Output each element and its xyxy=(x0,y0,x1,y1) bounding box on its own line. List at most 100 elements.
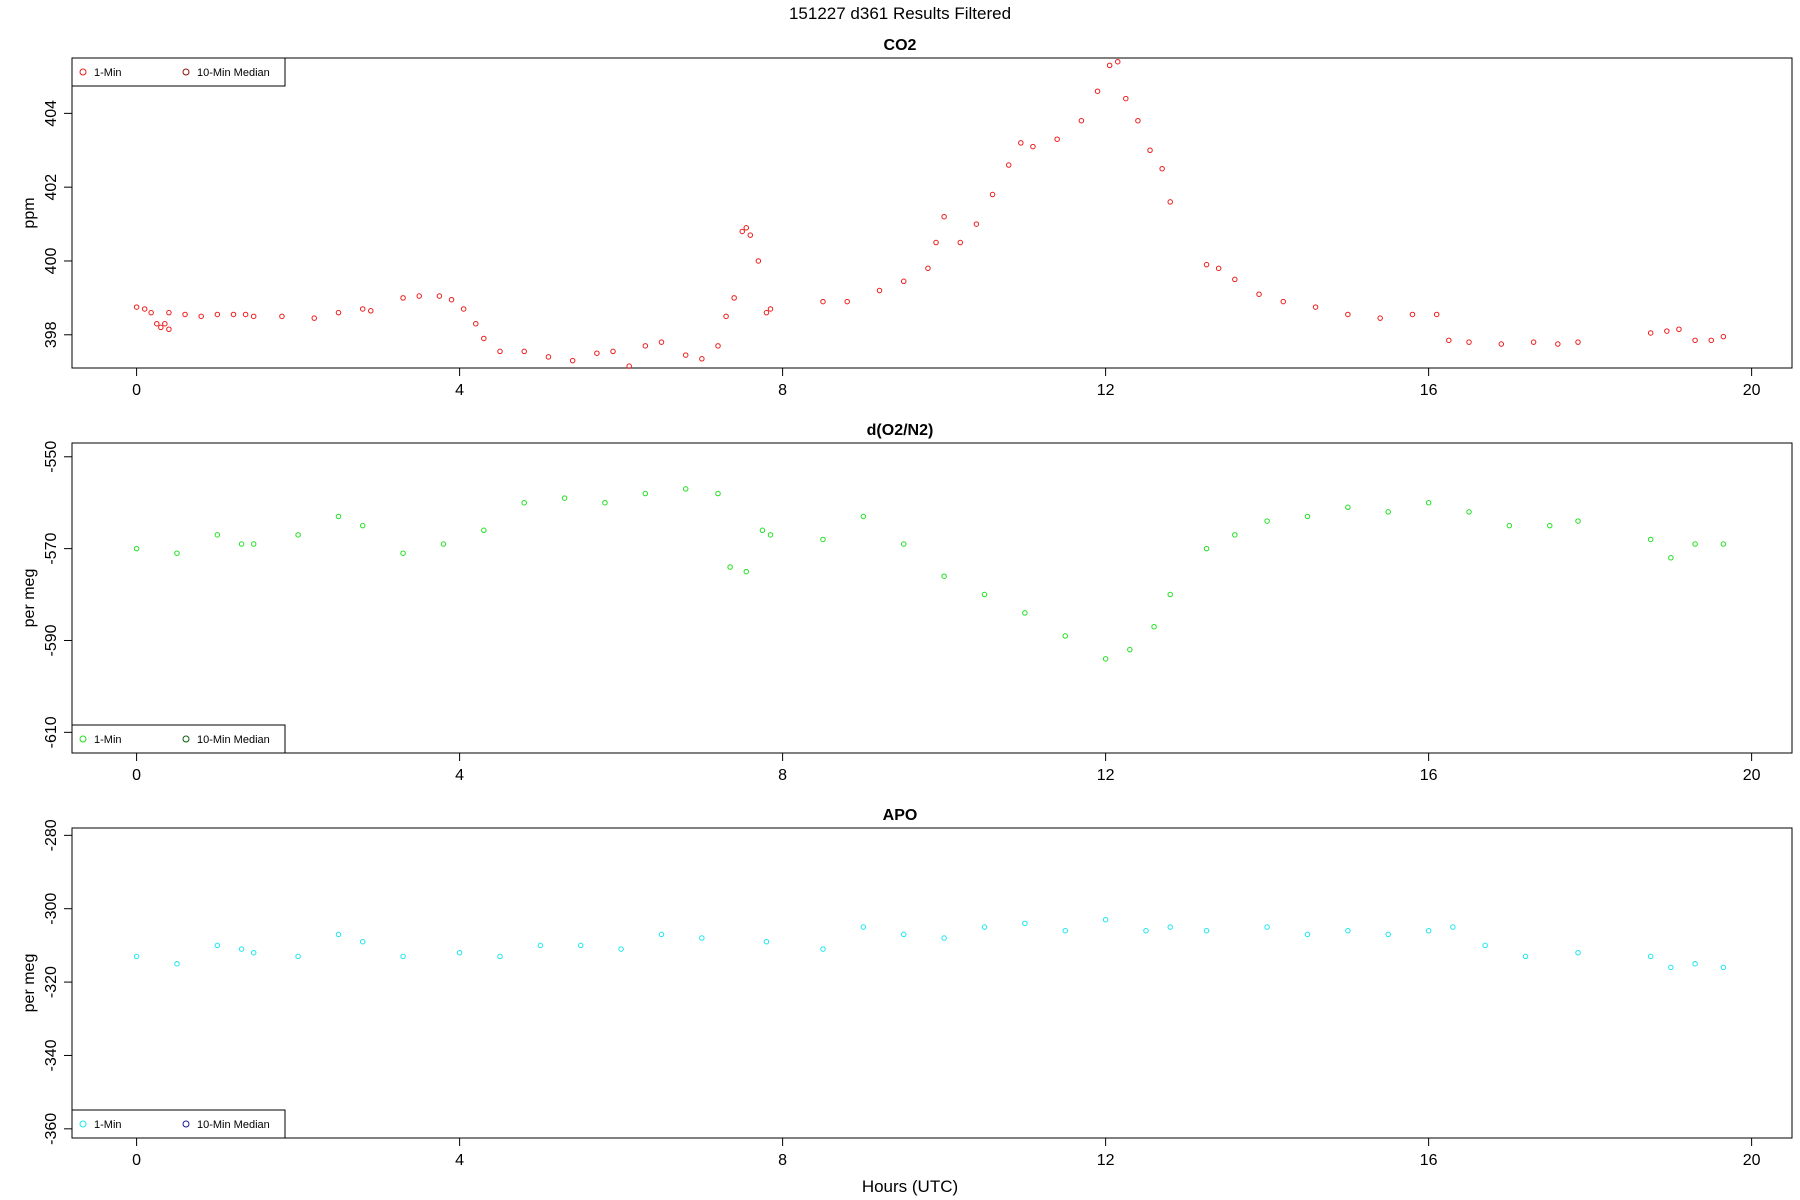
point-co2-0-74 xyxy=(1312,304,1319,310)
point-co2-0-58 xyxy=(1030,143,1036,150)
point-co2-0-45 xyxy=(767,306,774,312)
point-co2-0-24 xyxy=(473,320,479,327)
point-co2-0-67 xyxy=(1159,165,1165,172)
point-o2n2-0-14 xyxy=(642,490,649,497)
point-co2-0-26 xyxy=(497,348,503,355)
point-apo-0-9 xyxy=(456,949,463,956)
legend-marker-median-co2 xyxy=(182,68,190,76)
point-o2n2-0-20 xyxy=(767,532,774,538)
point-apo-0-29 xyxy=(1304,931,1311,938)
point-co2-0-19 xyxy=(400,295,406,301)
point-apo-0-19 xyxy=(900,931,907,938)
point-co2-0-14 xyxy=(279,313,285,320)
point-co2-0-46 xyxy=(820,298,826,305)
y-tick-label-o2n2-0: -550 xyxy=(43,441,60,473)
point-co2-0-42 xyxy=(747,232,754,238)
legend-label-1min-o2n2: 1-Min xyxy=(94,734,122,746)
point-apo-0-23 xyxy=(1062,927,1068,934)
point-apo-0-37 xyxy=(1647,953,1654,960)
point-o2n2-0-28 xyxy=(1102,656,1109,662)
point-co2-0-32 xyxy=(626,363,632,369)
data-points-apo xyxy=(133,916,1727,971)
point-o2n2-0-39 xyxy=(1466,509,1472,515)
y-axis-label-apo: per meg xyxy=(21,954,38,1013)
point-co2-0-57 xyxy=(1018,140,1024,146)
legend-o2n2: 1-Min 10-Min Median xyxy=(71,724,286,754)
point-co2-0-1 xyxy=(141,306,148,312)
y-tick-label-co2-0: 398 xyxy=(43,321,60,348)
point-o2n2-0-13 xyxy=(602,499,608,506)
point-co2-0-90 xyxy=(1720,333,1727,340)
point-o2n2-0-0 xyxy=(133,545,140,552)
data-points-o2n2 xyxy=(133,486,1727,662)
y-tick-label-co2-2: 402 xyxy=(43,174,60,201)
point-co2-0-4 xyxy=(158,324,164,331)
x-tick-label-o2n2-1: 4 xyxy=(455,767,464,784)
point-apo-0-35 xyxy=(1522,953,1529,960)
point-co2-0-50 xyxy=(925,265,931,272)
legend-label-1min-apo: 1-Min xyxy=(94,1119,122,1131)
point-o2n2-0-24 xyxy=(941,573,947,579)
point-co2-0-53 xyxy=(957,239,964,246)
point-co2-0-41 xyxy=(743,225,750,231)
point-co2-0-21 xyxy=(436,293,443,299)
point-co2-0-85 xyxy=(1647,330,1654,336)
x-axis-o2n2: 0 4 8 12 16 20 xyxy=(132,752,1761,784)
point-o2n2-0-46 xyxy=(1720,541,1727,547)
point-co2-0-37 xyxy=(715,343,721,349)
point-co2-0-80 xyxy=(1466,339,1472,345)
legend-apo: 1-Min 10-Min Median xyxy=(71,1109,286,1139)
point-co2-0-16 xyxy=(335,309,342,316)
point-co2-0-3 xyxy=(154,320,160,327)
point-o2n2-0-11 xyxy=(521,499,527,506)
point-co2-0-63 xyxy=(1114,58,1121,65)
point-co2-0-65 xyxy=(1135,117,1141,124)
legend-label-median-o2n2: 10-Min Median xyxy=(197,734,270,746)
x-tick-label-apo-5: 20 xyxy=(1743,1152,1761,1169)
point-co2-0-81 xyxy=(1498,341,1505,347)
point-o2n2-0-35 xyxy=(1304,513,1311,520)
point-o2n2-0-43 xyxy=(1647,536,1654,543)
point-o2n2-0-30 xyxy=(1151,623,1157,630)
point-o2n2-0-38 xyxy=(1425,499,1432,506)
point-co2-0-86 xyxy=(1664,328,1670,334)
point-o2n2-0-42 xyxy=(1575,518,1581,524)
point-co2-0-75 xyxy=(1345,311,1351,318)
x-tick-label-co2-1: 4 xyxy=(455,382,464,399)
x-tick-label-co2-5: 20 xyxy=(1743,382,1761,399)
point-apo-0-31 xyxy=(1385,931,1391,938)
point-apo-0-34 xyxy=(1482,942,1488,949)
x-tick-label-apo-2: 8 xyxy=(778,1152,787,1169)
point-o2n2-0-31 xyxy=(1167,591,1173,598)
panel-title-o2n2: d(O2/N2) xyxy=(867,422,934,439)
point-co2-0-84 xyxy=(1575,339,1581,345)
y-tick-label-o2n2-3: -610 xyxy=(43,716,60,748)
point-co2-0-83 xyxy=(1555,341,1561,347)
x-tick-label-co2-4: 16 xyxy=(1420,382,1438,399)
x-tick-label-co2-3: 12 xyxy=(1097,382,1115,399)
legend-marker-median-o2n2 xyxy=(182,735,190,743)
point-o2n2-0-21 xyxy=(820,536,826,543)
point-apo-0-13 xyxy=(618,946,624,952)
point-co2-0-77 xyxy=(1409,311,1416,318)
x-tick-label-co2-0: 0 xyxy=(132,382,141,399)
point-apo-0-1 xyxy=(174,960,180,967)
point-apo-0-38 xyxy=(1668,964,1674,971)
point-co2-0-54 xyxy=(973,221,980,227)
point-co2-0-8 xyxy=(182,311,188,318)
point-o2n2-0-41 xyxy=(1547,522,1553,529)
point-co2-0-34 xyxy=(658,339,665,345)
point-o2n2-0-12 xyxy=(561,495,568,501)
point-o2n2-0-15 xyxy=(682,486,689,492)
point-apo-0-15 xyxy=(699,935,705,941)
point-co2-0-38 xyxy=(723,313,729,320)
x-tick-label-apo-0: 0 xyxy=(132,1152,141,1169)
point-o2n2-0-37 xyxy=(1385,509,1391,515)
point-apo-0-12 xyxy=(577,942,584,949)
point-co2-0-56 xyxy=(1005,162,1012,168)
point-co2-0-60 xyxy=(1078,117,1085,124)
point-co2-0-11 xyxy=(230,311,237,318)
point-co2-0-55 xyxy=(989,191,996,198)
point-apo-0-33 xyxy=(1450,924,1456,930)
point-o2n2-0-44 xyxy=(1668,555,1674,561)
